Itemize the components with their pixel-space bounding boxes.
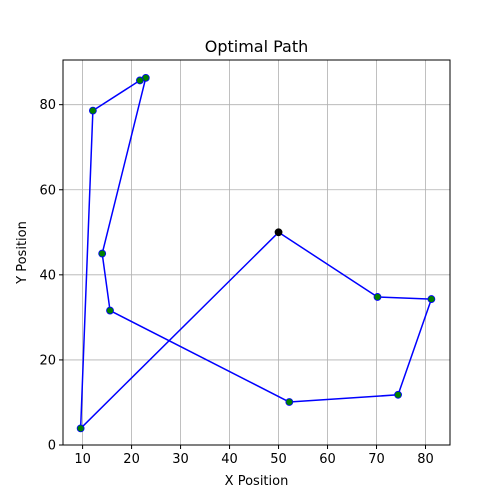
- waypoint-marker: [106, 306, 114, 315]
- y-axis-label: Y Position: [15, 221, 30, 285]
- waypoint-marker: [88, 106, 97, 115]
- waypoint-marker: [285, 398, 294, 406]
- x-axis-label: X Position: [225, 474, 289, 489]
- waypoint-marker: [98, 249, 107, 258]
- y-tick-label: 0: [48, 439, 56, 454]
- waypoint-marker: [136, 76, 144, 85]
- x-tick-label: 60: [319, 452, 336, 467]
- waypoint-marker: [394, 390, 402, 399]
- y-tick-label: 40: [39, 268, 56, 283]
- x-tick-label: 10: [74, 452, 91, 467]
- y-tick-label: 20: [39, 353, 56, 368]
- series-layer: [76, 73, 436, 433]
- y-tick-label: 60: [39, 183, 56, 198]
- waypoint-marker: [76, 424, 85, 433]
- chart-title: Optimal Path: [205, 37, 309, 56]
- start-point-marker: [274, 228, 283, 237]
- waypoint-marker: [427, 295, 436, 303]
- x-tick-label: 40: [221, 452, 238, 467]
- ticks-layer: 10 20 30 40 50 60 70 80 0 20 40 60 80: [39, 98, 433, 467]
- y-tick-label: 80: [39, 98, 56, 113]
- grid-layer: [63, 60, 450, 446]
- x-tick-label: 30: [172, 452, 189, 467]
- path-line: [79, 77, 433, 430]
- plot-frame: [62, 59, 451, 446]
- x-tick-label: 70: [368, 452, 385, 467]
- x-tick-label: 80: [417, 452, 434, 467]
- waypoint-marker: [373, 293, 382, 301]
- x-tick-label: 50: [270, 452, 287, 467]
- x-tick-label: 20: [123, 452, 140, 467]
